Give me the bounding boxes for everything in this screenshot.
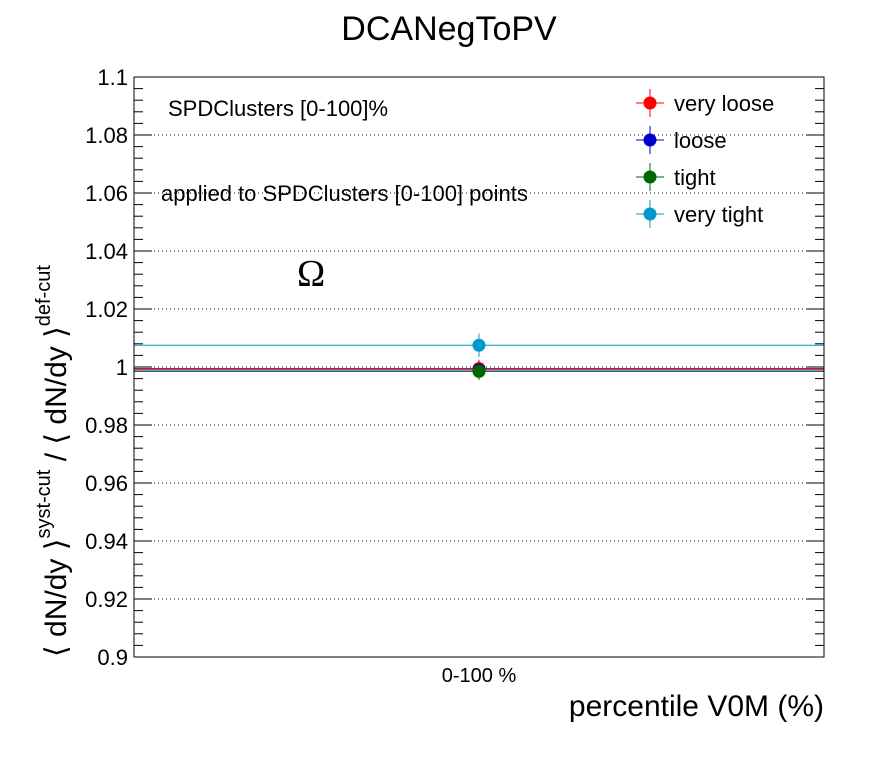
legend-marker (643, 96, 657, 110)
x-axis-label: percentile V0M (%) (569, 690, 824, 723)
legend-marker (643, 133, 657, 147)
y-axis: 0.9 0.92 0.94 0.96 0.98 1 1.02 1.04 1.06 1.08 1.1 (85, 65, 824, 670)
y-tick-label: 0.92 (85, 587, 128, 612)
y-tick-label: 1.04 (85, 239, 128, 264)
legend-label: very tight (674, 202, 763, 227)
y-label-sup2: def-cut (33, 265, 55, 327)
legend-label: tight (674, 165, 716, 190)
legend-label: very loose (674, 91, 774, 116)
y-label-sup1: syst-cut (33, 469, 55, 538)
y-tick-label: 0.94 (85, 529, 128, 554)
data-point-very-tight (472, 338, 486, 352)
y-tick-label: 1.06 (85, 181, 128, 206)
y-label-mid: / ⟨ dN/dy ⟩ (40, 326, 73, 469)
annotation-note: applied to SPDClusters [0-100] points (161, 181, 528, 206)
svg-text:⟨ dN/dy ⟩syst-cut / ⟨ dN/dy ⟩d: ⟨ dN/dy ⟩syst-cut / ⟨ dN/dy ⟩def-cut (33, 265, 73, 657)
y-tick-label: 1.02 (85, 297, 128, 322)
y-label-prefix: ⟨ dN/dy ⟩ (40, 539, 73, 657)
chart-title: DCANegToPV (341, 10, 557, 48)
y-tick-label: 0.98 (85, 413, 128, 438)
legend-marker (643, 170, 657, 184)
data-points (472, 333, 486, 381)
y-axis-label: ⟨ dN/dy ⟩syst-cut / ⟨ dN/dy ⟩def-cut (33, 265, 73, 657)
y-tick-label: 0.96 (85, 471, 128, 496)
legend-label: loose (674, 128, 727, 153)
y-tick-label: 0.9 (97, 645, 128, 670)
y-tick-label: 1.1 (97, 65, 128, 90)
annotation-header: SPDClusters [0-100]% (168, 96, 388, 121)
legend: very loose loose tight very tight (636, 89, 774, 228)
x-tick-label: 0-100 % (442, 665, 517, 687)
annotation-particle: Ω (297, 253, 325, 295)
data-point-tight (472, 364, 486, 378)
y-tick-label: 1.08 (85, 123, 128, 148)
y-tick-label: 1 (116, 355, 128, 380)
legend-marker (643, 207, 657, 221)
